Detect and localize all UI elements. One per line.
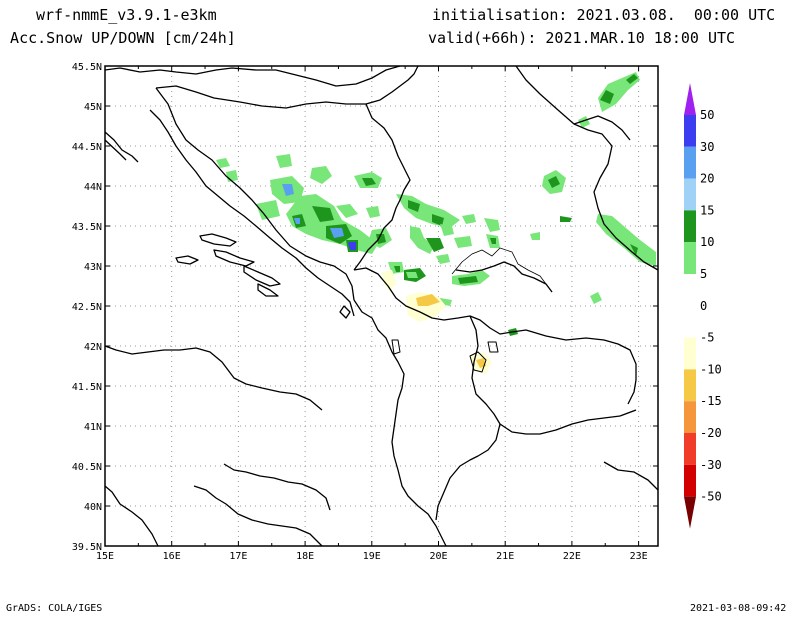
legend-arrow-bottom — [684, 496, 696, 529]
lon-label: 23E — [630, 551, 648, 562]
legend-label: 30 — [700, 140, 714, 154]
lon-label: 20E — [429, 551, 447, 562]
legend-label: 5 — [700, 267, 707, 281]
lat-label: 45N — [84, 102, 102, 113]
lat-label: 41.5N — [72, 382, 102, 393]
lat-label: 42N — [84, 342, 102, 353]
legend-label: 0 — [700, 299, 707, 313]
legend-label: -15 — [700, 394, 722, 408]
lat-label: 42.5N — [72, 302, 102, 313]
lat-label: 43.5N — [72, 222, 102, 233]
lat-label: 45.5N — [72, 62, 102, 73]
latitude-labels: 45.5N 45N 44.5N 44N 43.5N 43N 42.5N 42N 41.5N 41N… — [72, 62, 102, 553]
legend-swatch — [684, 178, 696, 211]
legend-swatch — [684, 433, 696, 465]
valid-time: valid(+66h): 2021.MAR.10 18:00 UTC — [428, 29, 736, 47]
lat-label: 39.5N — [72, 542, 102, 553]
legend-label: 15 — [700, 203, 714, 217]
legend-label: 20 — [700, 172, 714, 186]
longitude-labels: 15E 16E 17E 18E 19E 20E 21E 22E 23E — [96, 551, 648, 562]
initialisation-time: initialisation: 2021.03.08. 00:00 UTC — [432, 6, 776, 24]
legend-swatch — [684, 210, 696, 243]
lat-label: 43N — [84, 262, 102, 273]
variable-title: n Acc.Snow UP/DOWN [cm/24h] — [0, 29, 236, 47]
legend-swatch — [684, 242, 696, 274]
legend-arrow-top — [684, 83, 696, 115]
lat-label: 44N — [84, 182, 102, 193]
legend-swatch — [684, 274, 696, 306]
legend-swatch — [684, 146, 696, 179]
grads-credit: GrADS: COLA/IGES — [6, 603, 103, 614]
legend-swatch — [684, 401, 696, 433]
snow-field — [216, 72, 656, 374]
axis-ticks — [104, 65, 658, 547]
render-timestamp: 2021-03-08-09:42 — [690, 603, 787, 614]
legend-label: -50 — [700, 490, 722, 504]
color-legend — [684, 83, 696, 529]
map-frame — [104, 65, 659, 547]
legend-label: -30 — [700, 458, 722, 472]
lon-label: 21E — [496, 551, 514, 562]
legend-label: -5 — [700, 331, 714, 345]
lon-label: 17E — [229, 551, 247, 562]
legend-label: 50 — [700, 108, 714, 122]
coastlines-borders — [104, 65, 659, 547]
legend-label: -20 — [700, 426, 722, 440]
lon-label: 19E — [363, 551, 381, 562]
legend-swatch — [684, 464, 696, 497]
lon-label: 18E — [296, 551, 314, 562]
lat-label: 41N — [84, 422, 102, 433]
lat-label: 44.5N — [72, 142, 102, 153]
lon-label: 16E — [163, 551, 181, 562]
lat-label: 40.5N — [72, 462, 102, 473]
legend-swatch — [684, 369, 696, 402]
lat-label: 40N — [84, 502, 102, 513]
legend-swatch — [684, 337, 696, 370]
lon-label: 15E — [96, 551, 114, 562]
legend-swatch — [684, 115, 696, 147]
legend-label: 10 — [700, 235, 714, 249]
legend-label: -10 — [700, 362, 722, 376]
model-title: wrf-nmmE_v3.9.1-e3km — [36, 6, 217, 24]
lon-label: 22E — [563, 551, 581, 562]
legend-swatch — [684, 305, 696, 338]
